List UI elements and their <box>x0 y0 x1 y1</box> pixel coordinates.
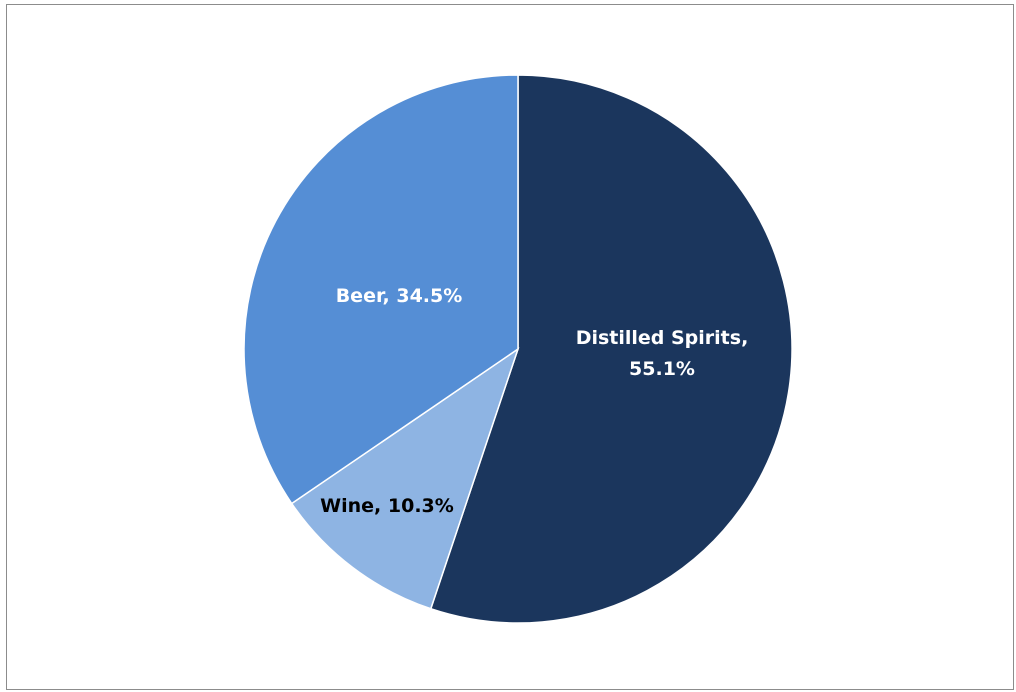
pie-slice-wine <box>290 347 520 610</box>
data-label-beer: Beer, 34.5% <box>336 285 463 307</box>
data-label-line: Beer, 34.5% <box>336 285 463 307</box>
data-label-wine: Wine, 10.3% <box>320 495 454 517</box>
pie-slice-distilled-spirits <box>429 74 793 624</box>
data-label-line: Distilled Spirits, <box>576 327 749 349</box>
data-label-distilled-spirits: Distilled Spirits, 55.1% <box>576 327 749 380</box>
data-label-line: 55.1% <box>629 358 695 380</box>
pie-slice-beer <box>243 74 519 505</box>
data-label-line: Wine, 10.3% <box>320 495 454 517</box>
